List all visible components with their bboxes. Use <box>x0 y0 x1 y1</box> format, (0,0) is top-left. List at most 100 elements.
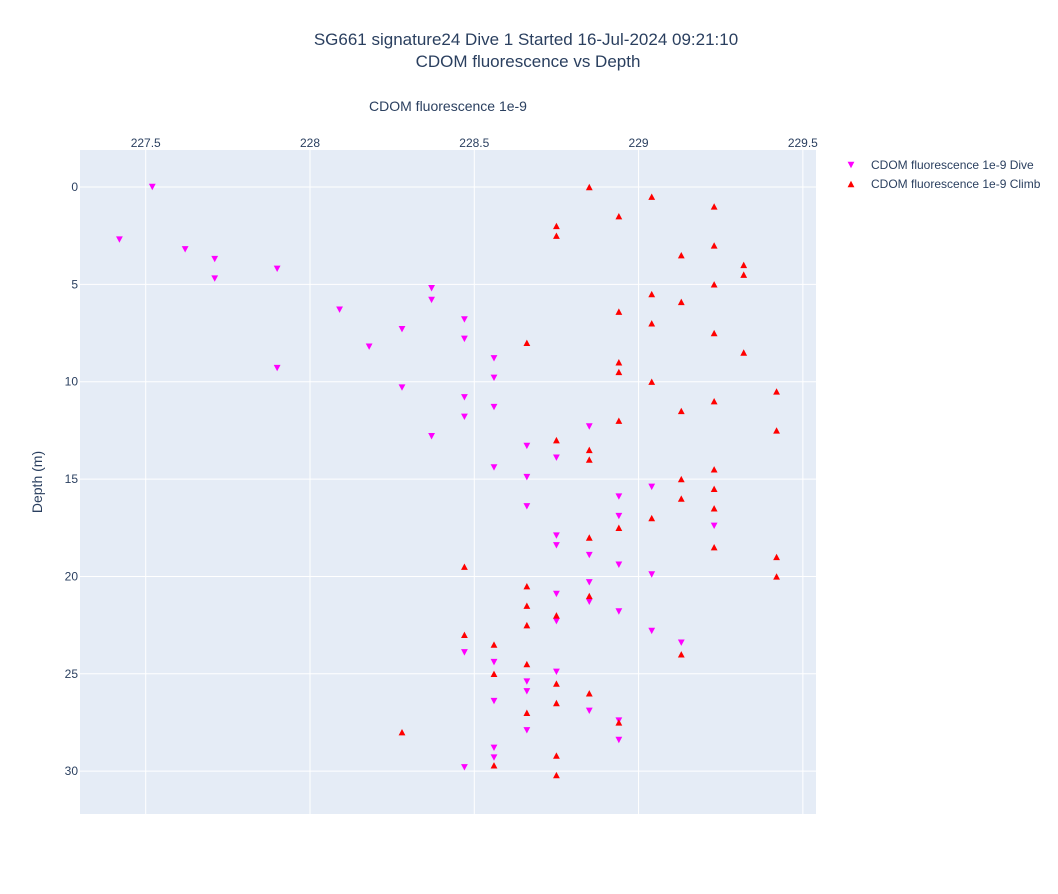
dive-point <box>615 493 623 500</box>
dive-point <box>648 571 656 578</box>
dive-point <box>585 579 593 586</box>
dive-point <box>461 413 468 420</box>
climb-point <box>710 544 718 551</box>
climb-point <box>615 308 623 315</box>
climb-point <box>740 271 748 278</box>
series-climb-markers <box>398 183 780 779</box>
climb-point <box>553 436 560 444</box>
climb-point <box>648 290 656 298</box>
climb-point <box>677 495 685 502</box>
climb-point <box>773 553 780 561</box>
y-gridlines <box>80 186 816 772</box>
x-gridlines <box>145 150 804 814</box>
climb-point <box>710 281 718 288</box>
climb-point <box>490 762 498 769</box>
x-tick-label: 228 <box>300 136 320 150</box>
climb-point <box>677 407 685 415</box>
legend-item-dive[interactable]: CDOM fluorescence 1e-9 Dive <box>847 158 1034 172</box>
climb-point <box>710 329 718 337</box>
dive-point <box>116 236 123 243</box>
climb-point <box>553 232 560 239</box>
x-tick-labels: 227.5 228 228.5 229 229.5 <box>131 136 818 150</box>
climb-point <box>553 771 560 779</box>
climb-point <box>648 193 656 200</box>
dive-point <box>428 296 435 304</box>
dive-point <box>365 343 373 350</box>
climb-point <box>523 602 531 609</box>
climb-point <box>710 203 718 210</box>
dive-point <box>523 678 531 685</box>
climb-point <box>585 183 593 191</box>
legend-dive-marker-icon <box>847 161 855 169</box>
climb-point <box>461 631 468 639</box>
dive-point <box>585 551 593 559</box>
x-tick-label: 228.5 <box>459 136 489 150</box>
dive-point <box>398 325 406 333</box>
dive-point <box>398 384 406 391</box>
climb-point <box>585 592 593 600</box>
climb-point <box>710 242 718 249</box>
climb-point <box>648 514 656 522</box>
x-tick-label: 227.5 <box>131 136 161 150</box>
climb-point <box>490 641 498 648</box>
climb-point <box>553 612 560 619</box>
dive-point <box>523 727 531 734</box>
climb-point <box>710 397 718 405</box>
climb-point <box>615 719 623 726</box>
dive-point <box>615 561 623 568</box>
x-axis-title: CDOM fluorescence 1e-9 <box>369 98 527 114</box>
climb-point <box>710 485 718 493</box>
series-dive-markers <box>116 183 718 771</box>
y-axis-title: Depth (m) <box>29 451 45 513</box>
dive-point <box>461 394 468 401</box>
climb-point <box>585 534 593 541</box>
dive-point <box>553 532 560 539</box>
y-tick-label: 30 <box>65 764 79 778</box>
y-tick-label: 10 <box>65 375 79 389</box>
climb-point <box>553 752 560 759</box>
dive-point <box>648 627 656 635</box>
dive-point <box>553 542 560 549</box>
dive-point <box>523 442 531 450</box>
legend-climb-label: CDOM fluorescence 1e-9 Climb <box>871 177 1041 191</box>
climb-point <box>740 349 748 356</box>
legend-climb-marker-icon <box>847 180 855 188</box>
climb-point <box>615 417 623 424</box>
dive-point <box>273 364 281 372</box>
dive-point <box>615 512 623 520</box>
dive-point <box>490 754 498 761</box>
dive-point <box>553 454 560 461</box>
climb-point <box>773 573 780 580</box>
legend-dive-label: CDOM fluorescence 1e-9 Dive <box>871 158 1034 172</box>
climb-point <box>615 524 623 531</box>
dive-point <box>336 306 343 313</box>
climb-point <box>677 298 685 306</box>
dive-point <box>523 473 531 481</box>
dive-point <box>553 618 560 625</box>
climb-point <box>490 670 498 678</box>
climb-point <box>773 388 780 395</box>
dive-point <box>553 590 560 598</box>
dive-point <box>585 423 593 430</box>
climb-point <box>677 251 685 259</box>
climb-point <box>648 378 656 385</box>
dive-point <box>710 522 718 530</box>
y-tick-label: 20 <box>65 569 79 583</box>
dive-point <box>490 658 498 666</box>
dive-point <box>490 464 498 471</box>
dive-point <box>428 285 435 292</box>
dive-point <box>523 688 531 695</box>
climb-point <box>523 709 531 716</box>
y-tick-label: 5 <box>71 277 78 291</box>
climb-point <box>677 475 685 483</box>
climb-point <box>585 446 593 454</box>
climb-point <box>648 320 656 327</box>
climb-point <box>740 261 748 269</box>
legend[interactable]: CDOM fluorescence 1e-9 Dive CDOM fluores… <box>847 158 1041 191</box>
legend-item-climb[interactable]: CDOM fluorescence 1e-9 Climb <box>847 177 1041 191</box>
climb-point <box>523 660 531 668</box>
dive-point <box>648 483 656 491</box>
x-tick-label: 229.5 <box>788 136 818 150</box>
climb-point <box>461 563 468 570</box>
